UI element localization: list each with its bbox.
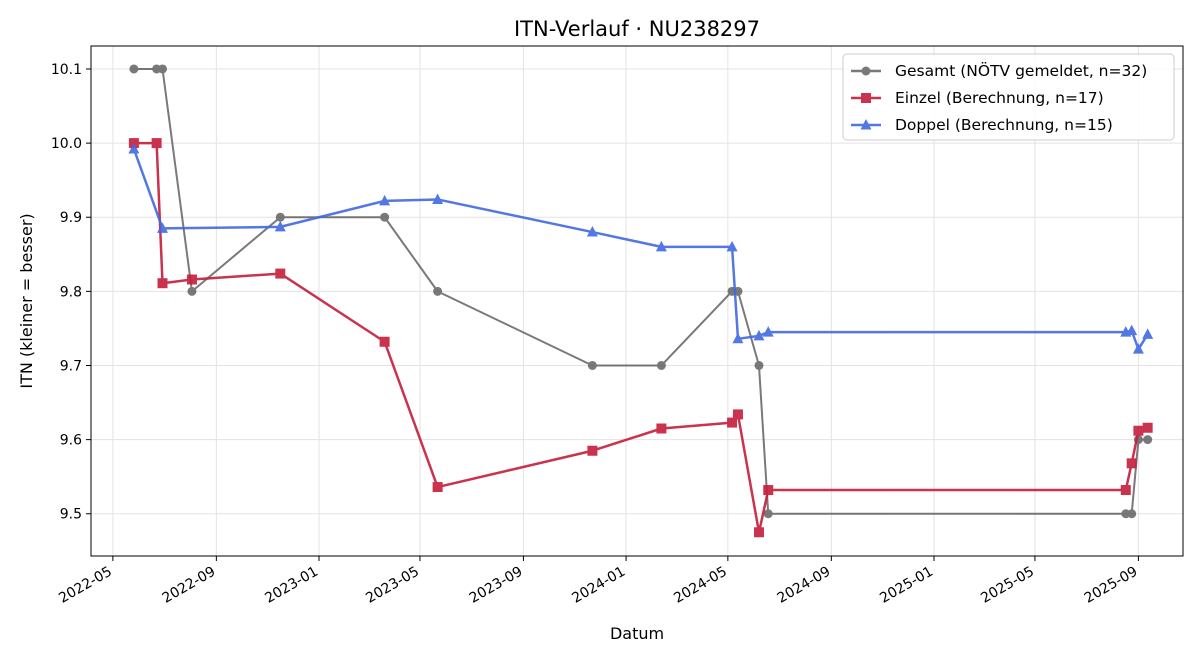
data-point <box>275 268 286 279</box>
x-tick-label: 2025-01 <box>877 564 936 607</box>
data-point <box>587 445 598 456</box>
data-point <box>656 423 667 434</box>
x-axis: 2022-05 2022-09 2023-01 2023-05 2023-09 2024-… <box>56 556 1140 607</box>
data-point <box>587 360 597 370</box>
chart-title: ITN-Verlauf · NU238297 <box>514 17 760 41</box>
data-point <box>187 286 197 296</box>
data-point <box>586 226 598 237</box>
data-point <box>380 212 390 222</box>
x-tick-label: 2022-05 <box>56 564 115 607</box>
data-point <box>275 212 285 222</box>
y-tick-label: 10.1 <box>51 62 82 78</box>
series-circle-group <box>129 64 1153 519</box>
y-axis-label: ITN (kleiner = besser) <box>17 213 36 388</box>
data-point <box>727 417 738 428</box>
data-point <box>732 409 743 420</box>
legend-entry <box>851 66 881 76</box>
x-tick-label: 2023-05 <box>363 564 422 607</box>
y-tick-label: 9.9 <box>60 210 82 226</box>
data-point <box>754 360 764 370</box>
data-point <box>726 240 738 252</box>
plot-frame <box>90 45 1184 557</box>
series-line <box>133 141 1149 534</box>
data-point <box>157 278 168 289</box>
series-square-group <box>128 138 1153 538</box>
x-tick-label: 2024-09 <box>775 564 834 607</box>
data-point <box>274 220 286 232</box>
legend: Gesamt (NÖTV gemeldet, n=32) Einzel (Bere… <box>842 53 1175 141</box>
data-point <box>753 527 764 538</box>
data-point <box>732 332 744 344</box>
legend-entry <box>851 93 881 103</box>
x-tick-label: 2025-05 <box>978 564 1037 607</box>
data-point <box>379 336 390 347</box>
data-point <box>432 193 444 204</box>
y-tick-label: 9.6 <box>60 433 82 449</box>
data-point <box>432 482 443 493</box>
legend-marker <box>861 66 871 76</box>
data-point <box>655 240 667 252</box>
x-tick-label: 2023-01 <box>262 564 321 607</box>
legend-entry <box>851 119 881 130</box>
x-tick-label: 2024-01 <box>569 564 628 607</box>
data-point <box>186 274 197 285</box>
data-point <box>158 64 168 74</box>
x-tick-label: 2023-09 <box>467 564 526 607</box>
y-tick-label: 9.8 <box>60 284 82 300</box>
y-tick-label: 9.7 <box>60 358 82 374</box>
x-axis-label: Datum <box>610 624 664 643</box>
data-point <box>128 143 140 154</box>
legend-label: Doppel (Berechnung, n=15) <box>895 116 1113 134</box>
series-line <box>132 148 1149 351</box>
legend-label: Gesamt (NÖTV gemeldet, n=32) <box>895 61 1147 80</box>
legend-label: Einzel (Berechnung, n=17) <box>895 89 1104 107</box>
data-point <box>129 64 139 74</box>
data-point <box>1120 485 1131 496</box>
data-point <box>157 222 169 233</box>
series-layer <box>128 64 1154 538</box>
series-triangle-group <box>128 143 1154 354</box>
y-tick-label: 9.5 <box>60 507 82 523</box>
legend-marker <box>861 93 871 103</box>
data-point <box>1142 328 1154 339</box>
data-point <box>1132 343 1144 354</box>
data-point <box>151 138 162 149</box>
x-tick-label: 2022-09 <box>160 564 219 607</box>
x-tick-label: 2025-09 <box>1082 564 1141 607</box>
y-axis: 9.5 9.6 9.7 9.8 9.9 10.0 10.1 <box>51 62 91 523</box>
legend-box <box>842 53 1175 141</box>
y-tick-label: 10.0 <box>51 136 82 152</box>
data-point <box>1133 425 1144 436</box>
data-point <box>1142 422 1153 433</box>
data-point <box>1126 458 1137 469</box>
data-point <box>1127 509 1137 519</box>
data-point <box>1126 324 1138 336</box>
data-point <box>762 326 774 337</box>
data-point <box>379 194 391 206</box>
data-point <box>763 485 774 496</box>
x-tick-label: 2024-05 <box>671 564 730 607</box>
data-point <box>753 329 765 341</box>
data-point <box>433 286 443 296</box>
data-point <box>763 509 773 519</box>
legend-marker <box>860 119 872 130</box>
data-point <box>656 360 666 370</box>
data-point <box>1143 435 1153 445</box>
